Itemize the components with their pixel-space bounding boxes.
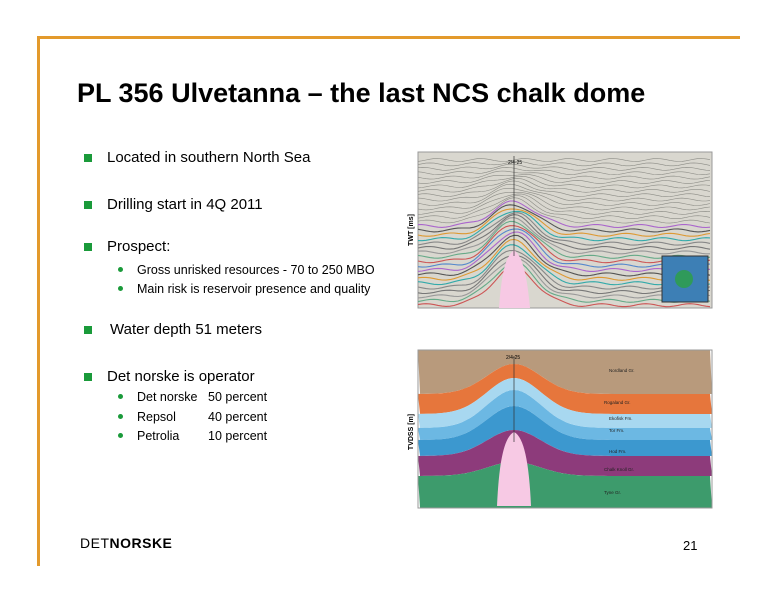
logo-prefix: DET [80, 535, 110, 551]
layer-band [418, 462, 712, 508]
well-label: 2/4-25 [508, 160, 522, 166]
layer-label: Chalk Knoll Gr. [604, 467, 634, 472]
top-rule [38, 36, 740, 39]
reflector [417, 208, 711, 237]
layer-label: Tor Fm. [609, 428, 624, 433]
section-frame [417, 349, 713, 509]
reflector [417, 214, 711, 251]
layer-labels: Nordland Gr. Rogaland Gr. Ekofisk Fm. Tor F… [604, 368, 635, 495]
reflector [417, 166, 711, 176]
reflector [417, 163, 711, 171]
reflector [417, 265, 711, 308]
bullet-marker [84, 326, 92, 334]
reflector [417, 217, 710, 255]
reflector [417, 178, 711, 193]
chalk-dome [499, 250, 530, 308]
reflector [417, 210, 711, 242]
partner-share: 40 percent [208, 410, 268, 424]
layer-band [418, 364, 712, 414]
sub-bullet-marker [118, 286, 123, 291]
layer-band [418, 390, 712, 440]
slide-title: PL 356 Ulvetanna – the last NCS chalk do… [77, 78, 646, 108]
bullet-marker [84, 154, 92, 162]
sub-bullet-marker [118, 394, 123, 399]
bullet-text: Water depth 51 meters [110, 321, 263, 338]
bullet-text: Drilling start in 4Q 2011 [107, 196, 263, 213]
axis-label: TWT [ms] [408, 214, 415, 246]
reflector [417, 160, 711, 167]
bullet-text: Det norske is operator [107, 368, 255, 385]
bullet-marker [84, 243, 92, 251]
reflector [417, 188, 711, 206]
reflector [417, 174, 711, 184]
reflector [417, 228, 711, 268]
partner-name: Det norske [137, 390, 198, 404]
reflector [417, 225, 711, 264]
geological-section: 2/4-25 TVDSS [m] Nordland Gr. Rogaland Gr… [408, 349, 713, 509]
layer-band [418, 350, 712, 394]
reflector [417, 234, 711, 277]
reflector [417, 204, 711, 233]
axis-label: TVDSS [m] [408, 414, 415, 450]
layer-label: Nordland Gr. [609, 368, 635, 373]
reflector [417, 220, 711, 259]
layer-band [418, 406, 712, 456]
reflector [417, 258, 711, 299]
reflector [418, 200, 711, 229]
layer-band [418, 430, 712, 476]
sub-bullet-text: Gross unrisked resources - 70 to 250 MBO [137, 263, 375, 277]
reflector [417, 261, 711, 303]
reflector [417, 231, 711, 272]
reflector [417, 195, 711, 219]
reflector [417, 170, 711, 180]
layer-label: Tyne Gr. [604, 490, 621, 495]
bullet-text: Prospect: [107, 238, 171, 255]
seismic-reflectors [417, 158, 711, 308]
seismic-section: 2/4-25 TWT [ms] [408, 151, 713, 309]
reflector [417, 158, 711, 162]
left-rule [37, 36, 40, 566]
logo-main: NORSKE [109, 535, 173, 551]
reflector [417, 193, 711, 215]
logo: DETNORSKE [80, 535, 172, 551]
reflector [417, 183, 711, 202]
partner-share: 50 percent [208, 390, 268, 404]
inset-structure [675, 270, 693, 288]
reflector [417, 238, 711, 281]
layer-label: Rogaland Gr. [604, 400, 631, 405]
partner-share: 10 percent [208, 429, 268, 443]
reflector [417, 249, 711, 290]
reflector [417, 175, 711, 189]
reflector [417, 197, 711, 224]
reflector [417, 191, 711, 211]
layer-label: Ekofisk Fm. [609, 416, 633, 421]
bullet-marker [84, 201, 92, 209]
bullet-text: Located in southern North Sea [107, 149, 311, 166]
well-label: 2/4-25 [506, 355, 520, 361]
reflector [417, 254, 711, 295]
reflector [417, 244, 711, 286]
sub-bullet-text: Main risk is reservoir presence and qual… [137, 282, 371, 296]
reflector [417, 180, 711, 198]
sub-bullet-marker [118, 267, 123, 272]
page-number: 21 [683, 538, 698, 553]
partner-name: Petrolia [137, 429, 180, 443]
bullet-marker [84, 373, 92, 381]
sub-bullet-marker [118, 433, 123, 438]
layer-band [418, 378, 712, 428]
partner-name: Repsol [137, 410, 176, 424]
inset-map [661, 255, 709, 303]
layer-bands [418, 350, 712, 508]
sub-bullet-marker [118, 414, 123, 419]
reflector [417, 212, 711, 246]
chalk-dome [497, 432, 531, 506]
layer-label: Hod Fm. [609, 449, 626, 454]
